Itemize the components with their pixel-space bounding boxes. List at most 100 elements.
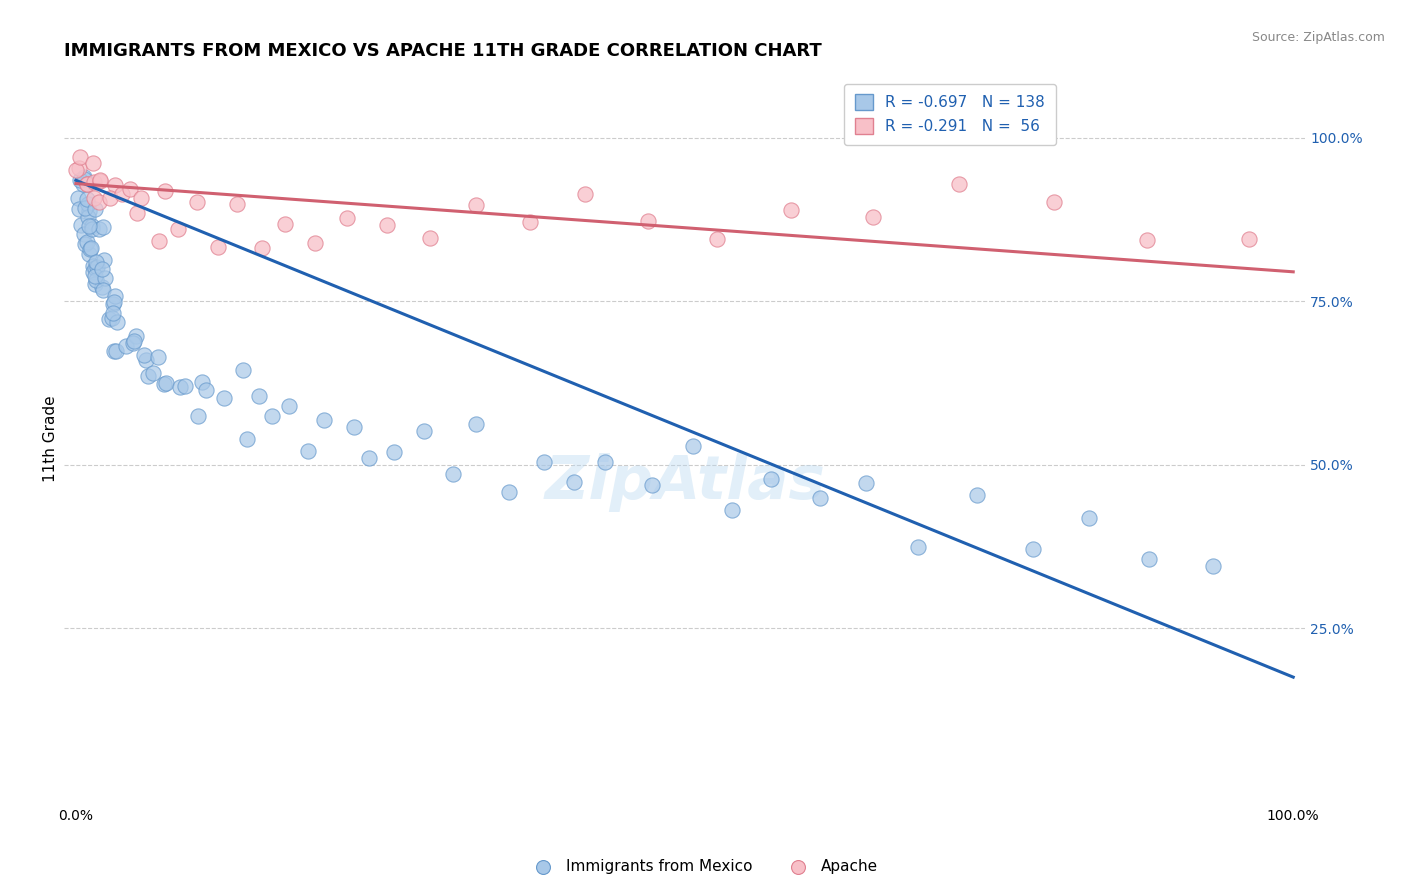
Point (195, 383, 218, 397)
Point (67, 161, 90, 175)
Point (212, 391, 235, 405)
Point (89, 172, 111, 186)
Point (91, 283, 114, 297)
Point (93, 271, 115, 285)
Point (76, 177, 98, 191)
Point (706, 232, 728, 246)
Point (533, 455, 555, 469)
Point (91, 219, 114, 234)
Point (97, 312, 120, 326)
Point (464, 198, 486, 212)
Point (66, 191, 89, 205)
Point (82, 219, 104, 234)
Point (297, 443, 319, 458)
Point (721, 502, 744, 516)
Point (89, 173, 111, 187)
Point (72, 178, 94, 192)
Point (82, 221, 104, 235)
Point (375, 218, 398, 232)
Point (1202, 559, 1225, 574)
Point (167, 222, 190, 236)
Point (169, 380, 191, 394)
Point (82, 259, 104, 273)
Point (780, 202, 803, 217)
Point (79, 246, 101, 260)
Point (84, 255, 107, 269)
Point (98, 192, 121, 206)
Point (104, 289, 127, 303)
Point (69, 218, 91, 232)
Point (142, 367, 165, 381)
Point (122, 334, 145, 348)
Point (120, 182, 142, 196)
Point (207, 240, 229, 254)
Point (84, 261, 107, 276)
Point (136, 369, 159, 384)
Point (191, 375, 214, 389)
Point (103, 344, 125, 359)
Point (79, 242, 101, 256)
Point (155, 376, 177, 391)
Point (682, 439, 704, 453)
Point (1237, 232, 1260, 246)
Point (413, 424, 436, 438)
Point (382, 445, 405, 459)
Point (1043, 194, 1066, 209)
Point (69, 173, 91, 187)
Point (83, 191, 105, 205)
Point (1137, 551, 1160, 566)
Point (65, 163, 87, 178)
Point (640, 478, 662, 492)
Point (186, 195, 208, 210)
Point (104, 344, 127, 359)
Point (593, 455, 616, 469)
Point (174, 379, 197, 393)
Point (808, 491, 831, 505)
Point (862, 210, 884, 224)
Point (464, 417, 486, 432)
Point (146, 350, 169, 364)
Point (135, 353, 157, 368)
Point (574, 186, 596, 201)
Point (76, 178, 98, 192)
Point (132, 348, 155, 362)
Point (90, 262, 112, 277)
Point (100, 311, 122, 326)
Point (79, 219, 101, 233)
Point (93, 253, 115, 268)
Point (105, 315, 128, 329)
Text: ZipAtlas: ZipAtlas (544, 453, 825, 512)
Point (441, 467, 464, 481)
Point (226, 196, 249, 211)
Point (277, 399, 299, 413)
Point (84, 277, 107, 291)
Point (1077, 511, 1099, 525)
Point (761, 473, 783, 487)
Point (86, 260, 108, 274)
Point (1136, 233, 1159, 247)
Point (82, 156, 104, 170)
Point (83, 175, 105, 189)
Point (129, 191, 152, 205)
Point (247, 389, 270, 403)
Legend: R = -0.697   N = 138, R = -0.291   N =  56: R = -0.697 N = 138, R = -0.291 N = 56 (844, 84, 1056, 145)
Point (304, 235, 326, 250)
Point (67, 202, 90, 217)
Legend: Immigrants from Mexico, Apache: Immigrants from Mexico, Apache (522, 853, 884, 880)
Point (519, 215, 541, 229)
Point (76, 235, 98, 249)
Point (87, 221, 110, 235)
Point (907, 541, 929, 555)
Point (148, 235, 170, 249)
Point (101, 297, 124, 311)
Point (111, 186, 134, 201)
Point (84, 269, 107, 284)
Text: IMMIGRANTS FROM MEXICO VS APACHE 11TH GRADE CORRELATION CHART: IMMIGRANTS FROM MEXICO VS APACHE 11TH GR… (63, 42, 821, 60)
Point (250, 241, 273, 255)
Point (76, 192, 98, 206)
Point (77, 211, 100, 225)
Point (103, 306, 125, 320)
Point (77, 204, 100, 219)
Point (966, 488, 988, 502)
Y-axis label: 11th Grade: 11th Grade (44, 395, 58, 482)
